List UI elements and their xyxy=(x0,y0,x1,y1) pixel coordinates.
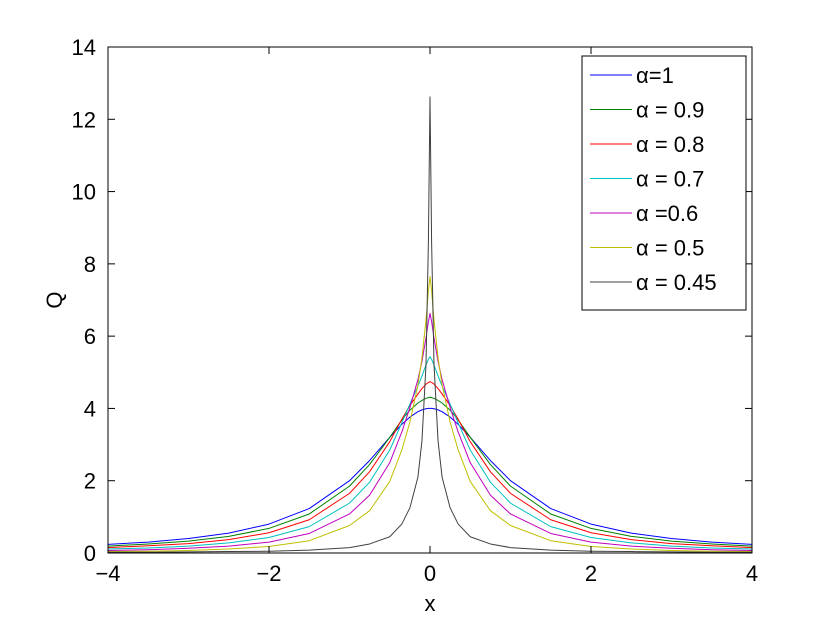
legend-label-5: α =0.6 xyxy=(636,201,698,226)
series-line-2 xyxy=(107,396,753,547)
series-line-7 xyxy=(108,96,752,553)
legend-label-2: α = 0.9 xyxy=(636,98,704,123)
x-tick-label: 0 xyxy=(424,561,436,586)
x-tick-label: −2 xyxy=(256,561,281,586)
x-tick-label: 4 xyxy=(746,561,758,586)
y-tick-label: 6 xyxy=(84,324,96,349)
series-line-6 xyxy=(107,276,753,553)
y-axis-label: Q xyxy=(42,291,67,308)
x-tick-label: −4 xyxy=(95,561,120,586)
legend-box xyxy=(581,55,747,311)
tick-layer: −4 −2 0 2 4 0 2 4 6 8 10 12 14 xyxy=(72,35,759,586)
y-tick-label: 4 xyxy=(84,396,96,421)
legend-label-6: α = 0.5 xyxy=(636,236,704,261)
x-tick-label: 2 xyxy=(585,561,597,586)
legend-label-4: α = 0.7 xyxy=(636,167,704,192)
series-line-4 xyxy=(107,356,753,550)
legend-label-3: α = 0.8 xyxy=(636,132,704,157)
legend-label-7: α = 0.45 xyxy=(636,270,717,295)
y-tick-label: 2 xyxy=(84,469,96,494)
series-line-1 xyxy=(107,407,753,545)
y-tick-label: 0 xyxy=(84,541,96,566)
y-tick-label: 14 xyxy=(72,35,96,60)
legend: α=1 α = 0.9 α = 0.8 α = 0.7 α =0.6 α = 0.5 α =… xyxy=(581,55,747,311)
legend-label-1: α=1 xyxy=(636,63,674,88)
series-layer xyxy=(107,96,753,553)
series-line-3 xyxy=(107,381,753,549)
series-line-5 xyxy=(107,312,753,551)
x-axis-label: x xyxy=(425,591,436,616)
y-tick-label: 10 xyxy=(72,180,96,205)
y-tick-label: 12 xyxy=(72,107,96,132)
y-tick-label: 8 xyxy=(84,252,96,277)
